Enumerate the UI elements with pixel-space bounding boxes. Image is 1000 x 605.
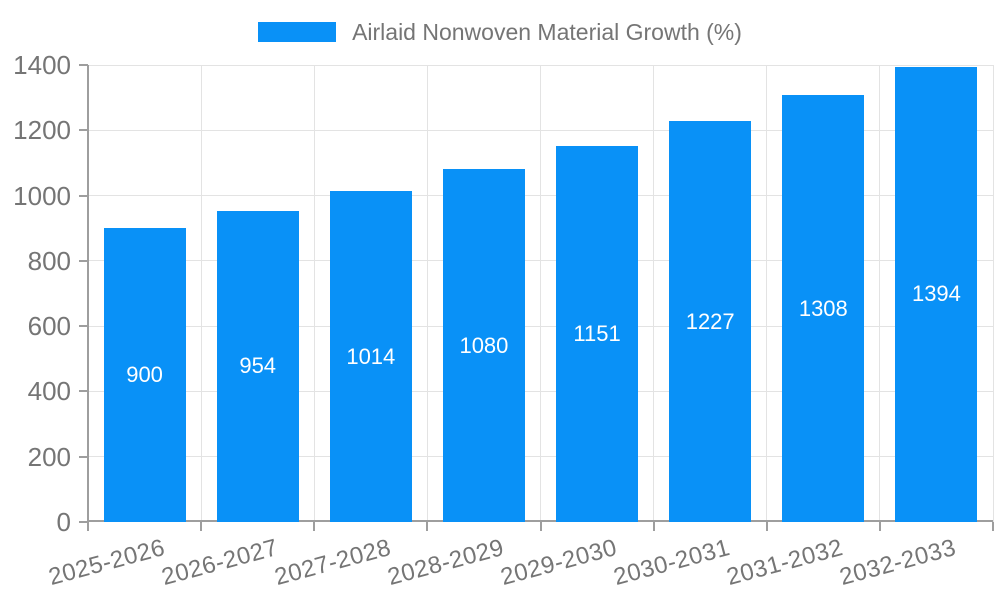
y-axis-tick (79, 325, 88, 328)
bar (442, 169, 525, 522)
y-tick-label: 200 (27, 441, 71, 472)
bar-value-label: 1394 (911, 281, 961, 307)
y-axis-tick (79, 64, 88, 66)
x-axis-tick (652, 522, 655, 531)
bar-value-label: 1014 (346, 343, 396, 369)
bar (329, 191, 412, 522)
x-axis-tick (992, 522, 994, 531)
legend-item[interactable]: Airlaid Nonwoven Material Growth (%) (0, 12, 1000, 52)
bar-value-label: 900 (126, 362, 163, 388)
legend-swatch (258, 22, 337, 42)
x-axis-tick (539, 522, 542, 531)
x-axis-tick (426, 522, 429, 531)
x-gridline (426, 65, 428, 522)
x-gridline (879, 65, 881, 522)
y-tick-label: 1400 (13, 50, 71, 80)
y-axis-tick (79, 259, 88, 262)
plot-area: 0 200 400 600 800 1000 1200 1400 900 2025-2026 954… (13, 51, 994, 591)
y-tick-label: 1000 (13, 180, 71, 211)
x-gridline (540, 65, 541, 522)
bar (103, 228, 186, 522)
x-gridline (992, 65, 994, 522)
x-gridline (653, 65, 655, 522)
x-axis-tick (87, 522, 89, 531)
y-axis-line (87, 65, 89, 523)
legend-label: Airlaid Nonwoven Material Growth (%) (352, 18, 742, 45)
y-tick-label: 400 (27, 376, 71, 407)
bar (216, 210, 299, 522)
x-axis-tick (313, 522, 316, 531)
x-axis-line (88, 520, 993, 522)
bar-value-label: 1308 (798, 295, 848, 321)
bar (895, 66, 978, 522)
y-tick-label: 800 (27, 245, 71, 276)
bar-value-label: 1080 (459, 332, 509, 358)
bar (556, 146, 639, 522)
y-axis-tick (79, 194, 88, 197)
y-axis-tick (79, 521, 88, 523)
y-axis-tick (79, 129, 88, 132)
bar-value-label: 954 (239, 353, 277, 379)
bar-value-label: 1227 (685, 308, 735, 334)
y-axis-tick (79, 390, 88, 393)
y-tick-label: 600 (27, 311, 71, 342)
bar (669, 121, 752, 522)
y-tick-label: 0 (56, 507, 71, 537)
x-axis-tick (200, 522, 203, 531)
x-axis-tick (765, 522, 768, 531)
y-tick-label: 1200 (13, 115, 71, 146)
bar-value-label: 1151 (573, 321, 621, 347)
y-axis-tick (79, 455, 88, 458)
x-gridline (766, 65, 768, 522)
bar (782, 95, 865, 522)
x-axis-tick (878, 522, 881, 531)
x-gridline (200, 65, 202, 522)
x-gridline (313, 65, 315, 522)
